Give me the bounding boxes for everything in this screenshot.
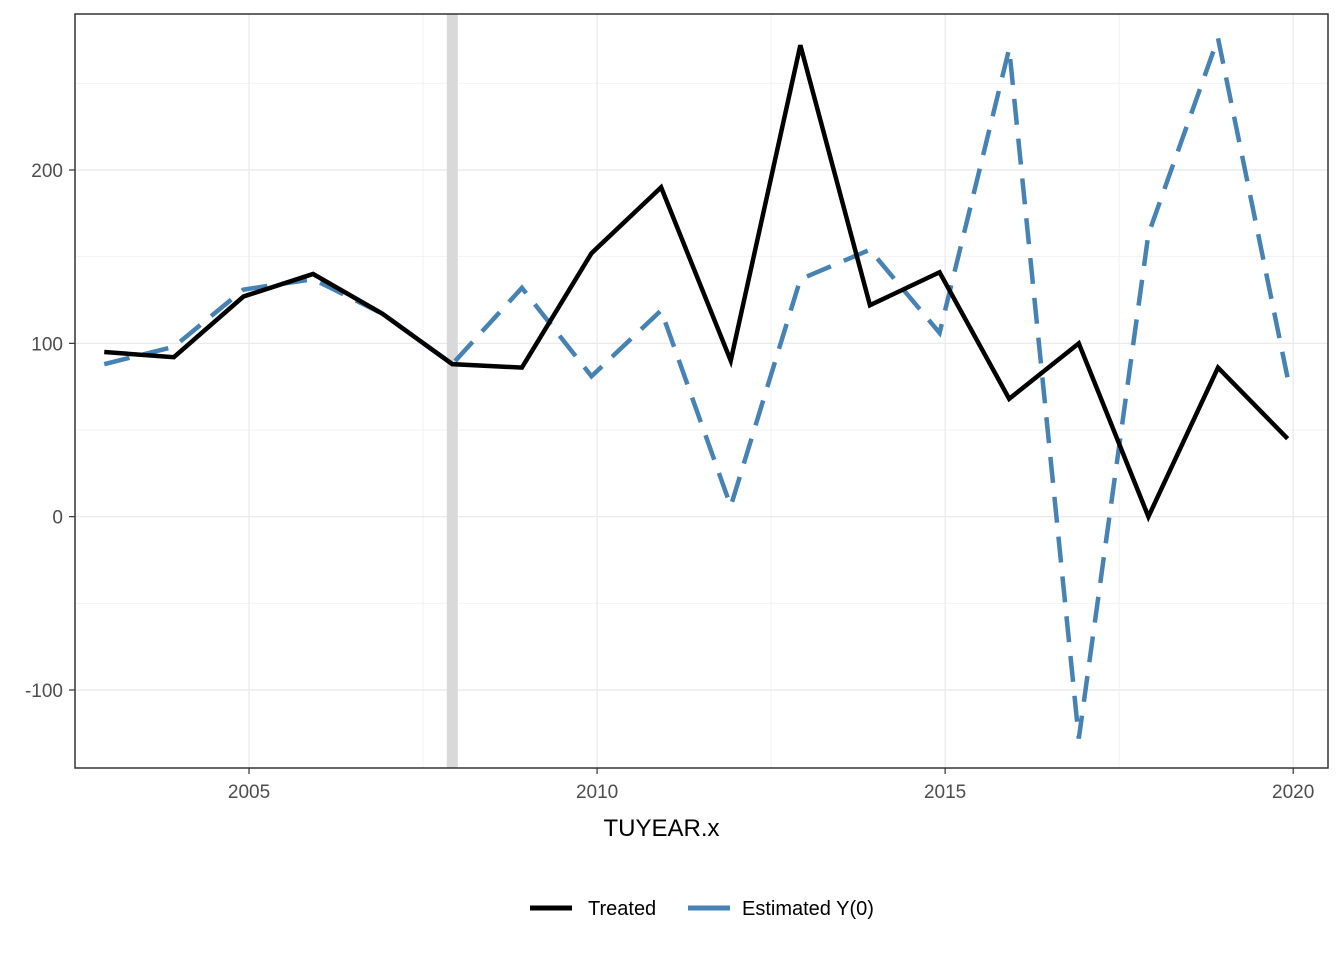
x-axis-title: TUYEAR.x: [603, 815, 719, 842]
y-tick-label: 100: [31, 334, 63, 355]
x-tick-label: 2015: [924, 782, 966, 803]
legend: Treated Estimated Y(0): [530, 898, 874, 920]
legend-label: Treated: [588, 898, 656, 920]
x-tick-label: 2010: [576, 782, 618, 803]
x-axis-ticks: 2005 2010 2015 2020: [228, 768, 1314, 803]
y-tick-label: 0: [52, 508, 63, 529]
series-line-estimated-y-0: [103, 29, 1290, 739]
x-tick-label: 2020: [1272, 782, 1314, 803]
grid-minor: [74, 14, 1328, 768]
series-line-treated: [104, 44, 1290, 523]
grid-major: [75, 14, 1328, 768]
legend-label: Estimated Y(0): [742, 898, 874, 920]
y-tick-label: -100: [25, 681, 63, 702]
plot-panel-border: [74, 13, 1329, 769]
y-tick-label: 200: [31, 161, 63, 182]
series-layer: [103, 29, 1290, 739]
x-tick-label: 2005: [228, 782, 270, 803]
y-axis-ticks: -100 0 100 200: [25, 161, 75, 702]
